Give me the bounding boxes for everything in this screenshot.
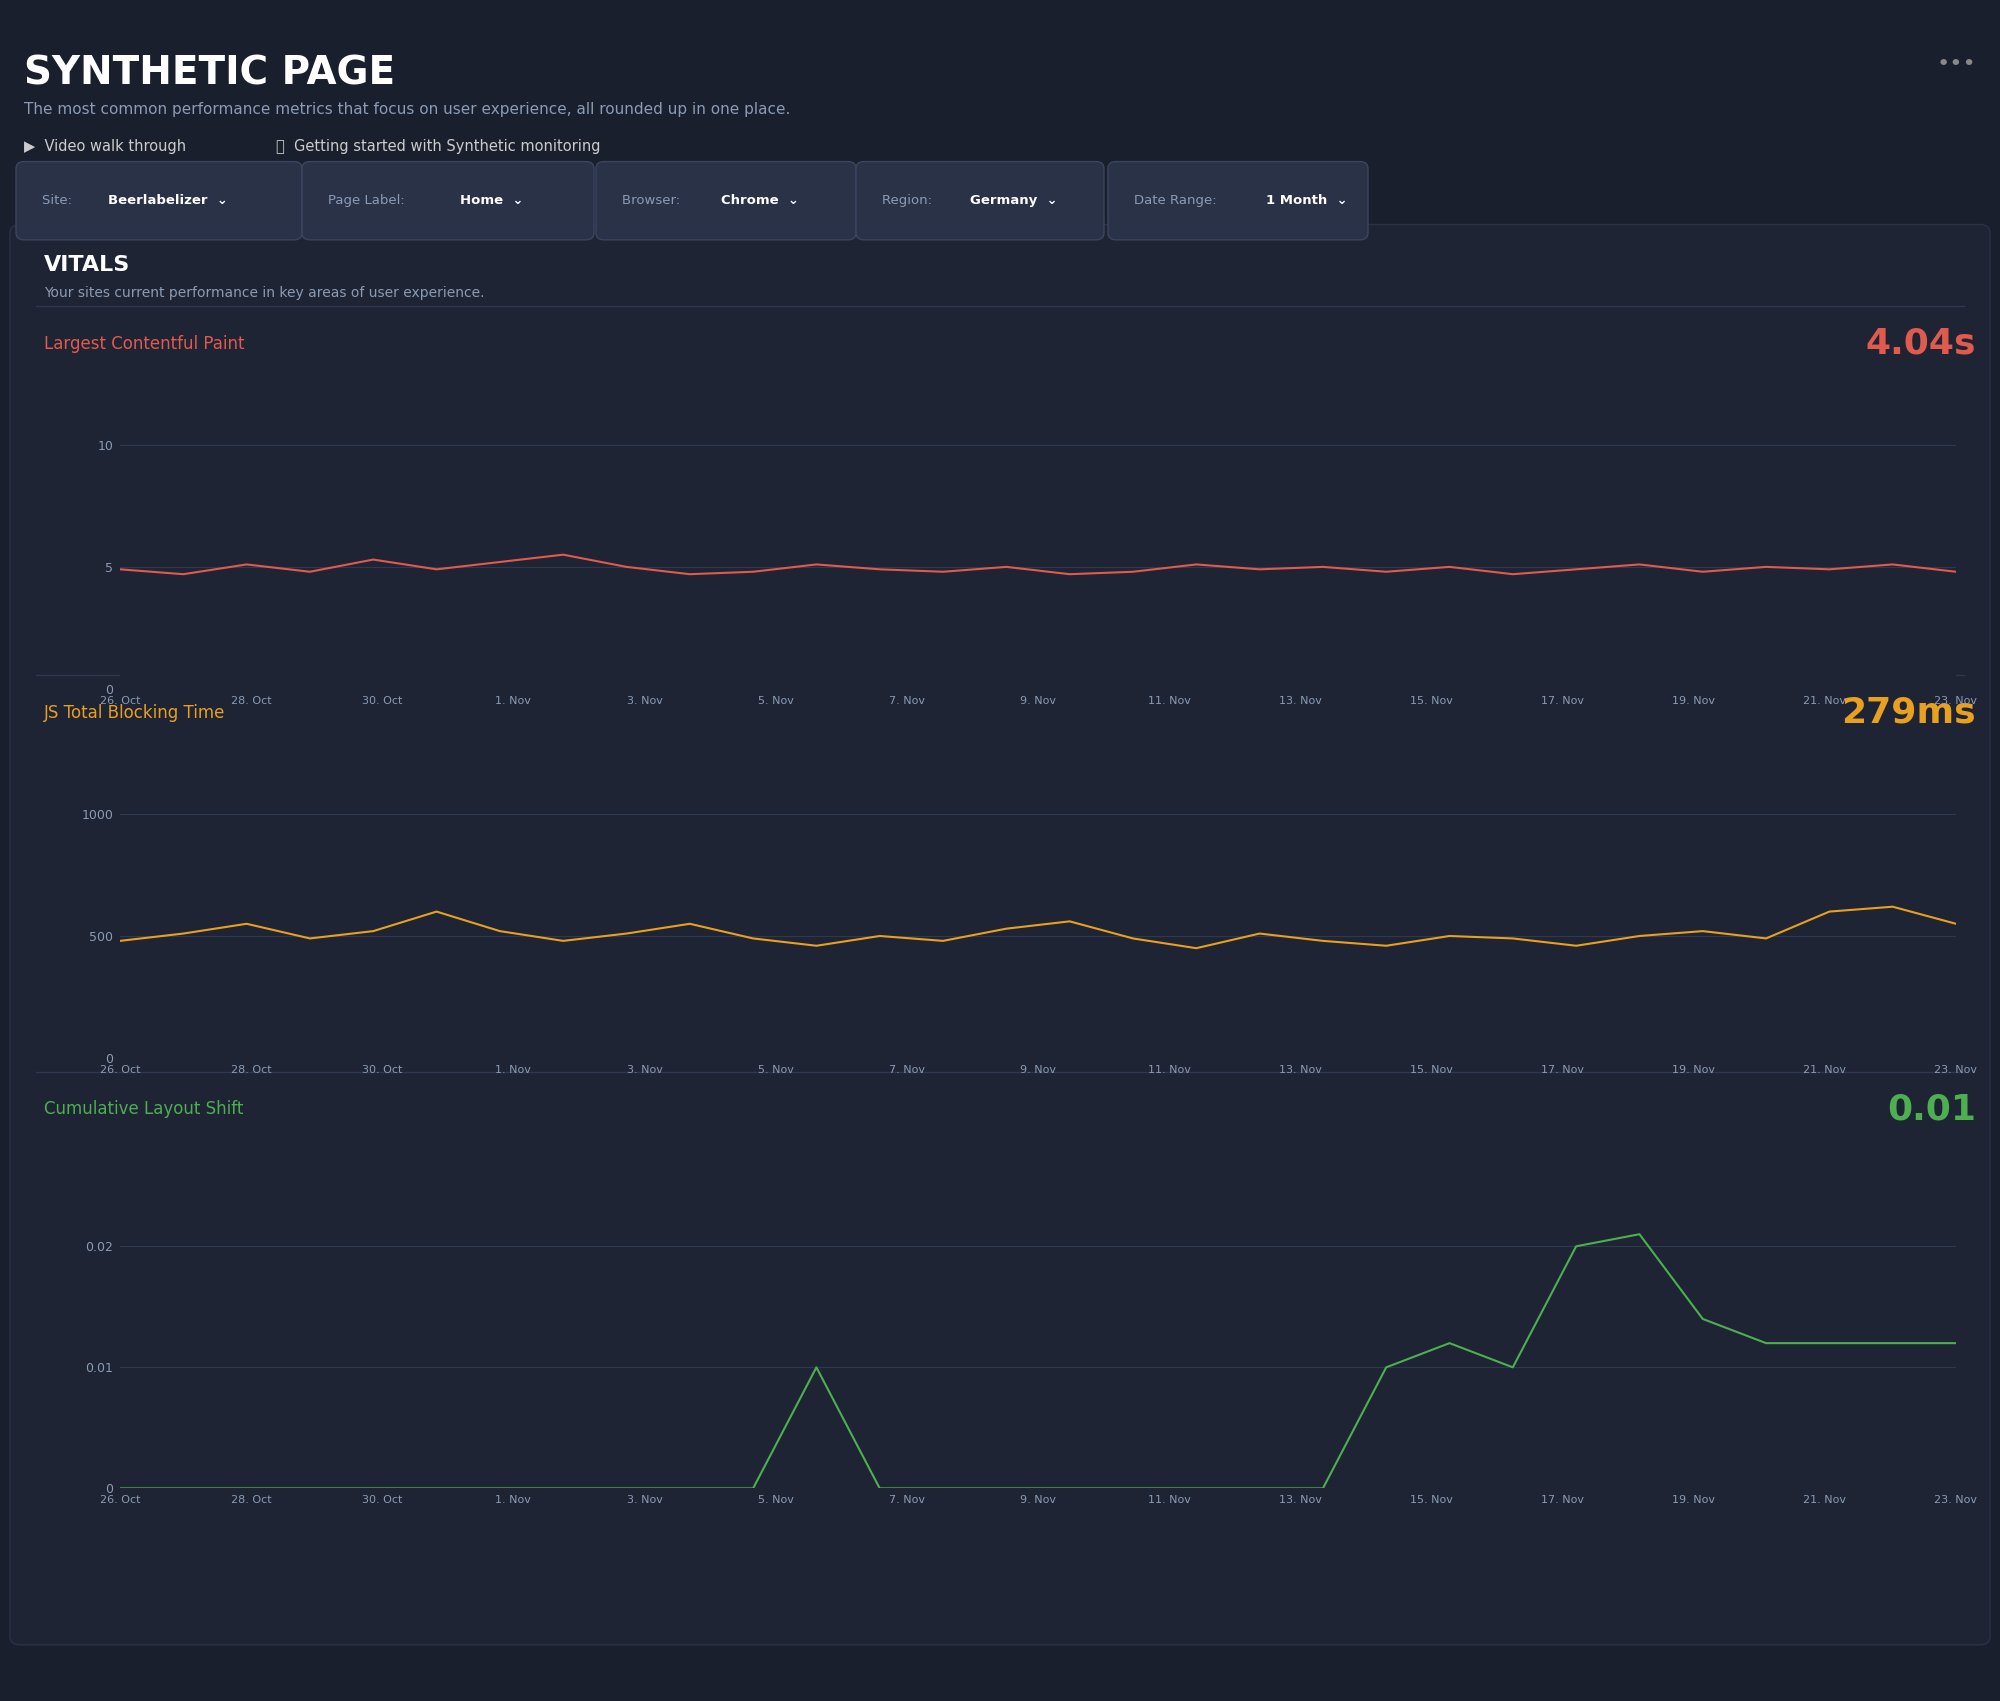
Text: Your sites current performance in key areas of user experience.: Your sites current performance in key ar… [44,286,484,299]
Text: Beerlabelizer  ⌄: Beerlabelizer ⌄ [108,194,228,208]
Text: The most common performance metrics that focus on user experience, all rounded u: The most common performance metrics that… [24,102,790,117]
FancyBboxPatch shape [10,225,1990,1645]
Text: Cumulative Layout Shift: Cumulative Layout Shift [44,1101,244,1118]
Text: JS Total Blocking Time: JS Total Blocking Time [44,704,226,721]
Text: 0.01: 0.01 [1888,1092,1976,1126]
Text: •••: ••• [1936,54,1976,75]
Text: Browser:: Browser: [622,194,684,208]
Text: VITALS: VITALS [44,255,130,276]
Text: Germany  ⌄: Germany ⌄ [970,194,1058,208]
FancyBboxPatch shape [596,162,856,240]
Text: Date Range:: Date Range: [1134,194,1220,208]
Text: Site:: Site: [42,194,76,208]
FancyBboxPatch shape [1108,162,1368,240]
Text: Largest Contentful Paint: Largest Contentful Paint [44,335,244,352]
Text: Chrome  ⌄: Chrome ⌄ [720,194,800,208]
Text: ▶  Video walk through: ▶ Video walk through [24,139,186,155]
FancyBboxPatch shape [856,162,1104,240]
Text: SYNTHETIC PAGE: SYNTHETIC PAGE [24,54,396,92]
FancyBboxPatch shape [16,162,302,240]
FancyBboxPatch shape [302,162,594,240]
Text: 4.04s: 4.04s [1866,327,1976,361]
Text: 📄  Getting started with Synthetic monitoring: 📄 Getting started with Synthetic monitor… [276,139,600,155]
Text: 279ms: 279ms [1842,696,1976,730]
Text: Region:: Region: [882,194,936,208]
Text: Home  ⌄: Home ⌄ [460,194,524,208]
Text: 1 Month  ⌄: 1 Month ⌄ [1266,194,1348,208]
Text: Page Label:: Page Label: [328,194,410,208]
